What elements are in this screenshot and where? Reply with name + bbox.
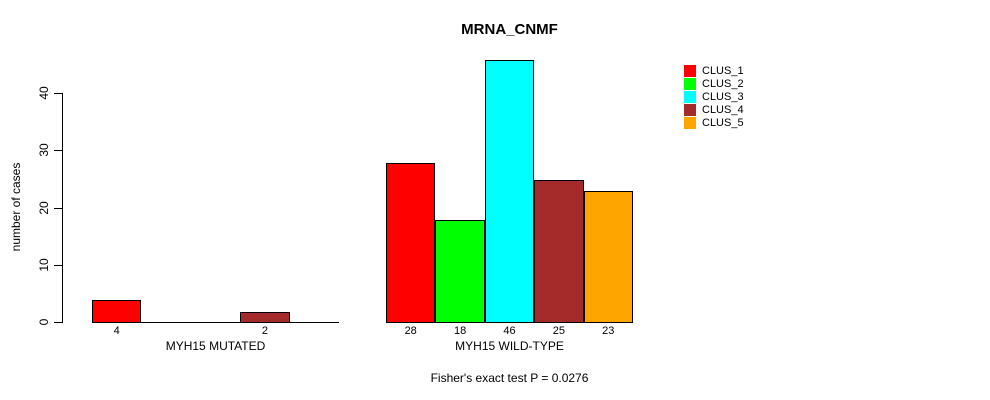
legend-item: CLUS_5 xyxy=(684,117,744,130)
y-axis-tick xyxy=(54,93,62,94)
bar-value-label: 28 xyxy=(404,325,417,337)
bar-clus-3-myh15-wild-type xyxy=(484,59,535,323)
bar-clus-3-myh15-mutated xyxy=(190,322,241,323)
fisher-test-annotation: Fisher's exact test P = 0.0276 xyxy=(430,371,589,385)
y-axis-tick-label: 10 xyxy=(37,258,51,272)
chart-title: MRNA_CNMF xyxy=(461,21,558,38)
legend-label: CLUS_2 xyxy=(702,77,744,90)
legend-item: CLUS_3 xyxy=(684,90,744,103)
y-axis-tick-label: 40 xyxy=(37,86,51,100)
legend-swatch-clus-2 xyxy=(684,77,696,90)
legend-item: CLUS_4 xyxy=(684,104,744,117)
legend-item: CLUS_1 xyxy=(684,64,744,77)
y-axis-tick xyxy=(54,265,62,266)
bar-clus-4-myh15-mutated xyxy=(240,311,290,323)
legend-swatch-clus-3 xyxy=(684,90,696,103)
y-axis-tick xyxy=(54,150,62,151)
legend-swatch-clus-5 xyxy=(684,117,696,130)
y-axis-tick xyxy=(54,322,62,323)
y-axis-line xyxy=(62,93,63,323)
legend-label: CLUS_1 xyxy=(702,64,744,77)
bar-value-label: 46 xyxy=(503,325,516,337)
legend-item: CLUS_2 xyxy=(684,77,744,90)
legend-swatch-clus-4 xyxy=(684,104,696,117)
bar-value-label: 18 xyxy=(453,325,467,337)
y-axis-tick-label: 30 xyxy=(37,143,51,157)
bar-clus-2-myh15-wild-type xyxy=(435,219,485,323)
legend: CLUS_1 CLUS_2 CLUS_3 CLUS_4 CLUS_5 xyxy=(684,64,814,144)
legend-label: CLUS_3 xyxy=(702,90,744,103)
legend-label: CLUS_4 xyxy=(702,104,744,117)
bar-value-label: 23 xyxy=(602,325,615,337)
bar-clus-2-myh15-mutated xyxy=(141,322,191,323)
bar-clus-5-myh15-wild-type xyxy=(583,191,633,323)
bar-clus-1-myh15-mutated xyxy=(92,300,142,323)
y-axis-tick xyxy=(54,208,62,209)
y-axis-tick-label: 0 xyxy=(37,318,51,326)
legend-swatch-clus-1 xyxy=(684,64,696,77)
bar-value-label: 4 xyxy=(113,325,120,337)
group-label-myh15-mutated: MYH15 MUTATED xyxy=(165,339,266,353)
bar-value-label: 25 xyxy=(552,325,565,337)
bar-clus-1-myh15-wild-type xyxy=(386,162,436,323)
bar-clus-4-myh15-wild-type xyxy=(534,179,584,323)
y-axis-label: number of cases xyxy=(9,162,23,252)
bar-value-label: 2 xyxy=(261,325,268,337)
group-label-myh15-wild-type: MYH15 WILD-TYPE xyxy=(455,339,564,353)
y-axis-tick-label: 20 xyxy=(37,200,51,215)
bar-clus-5-myh15-mutated xyxy=(289,322,339,323)
legend-label: CLUS_5 xyxy=(702,117,744,130)
